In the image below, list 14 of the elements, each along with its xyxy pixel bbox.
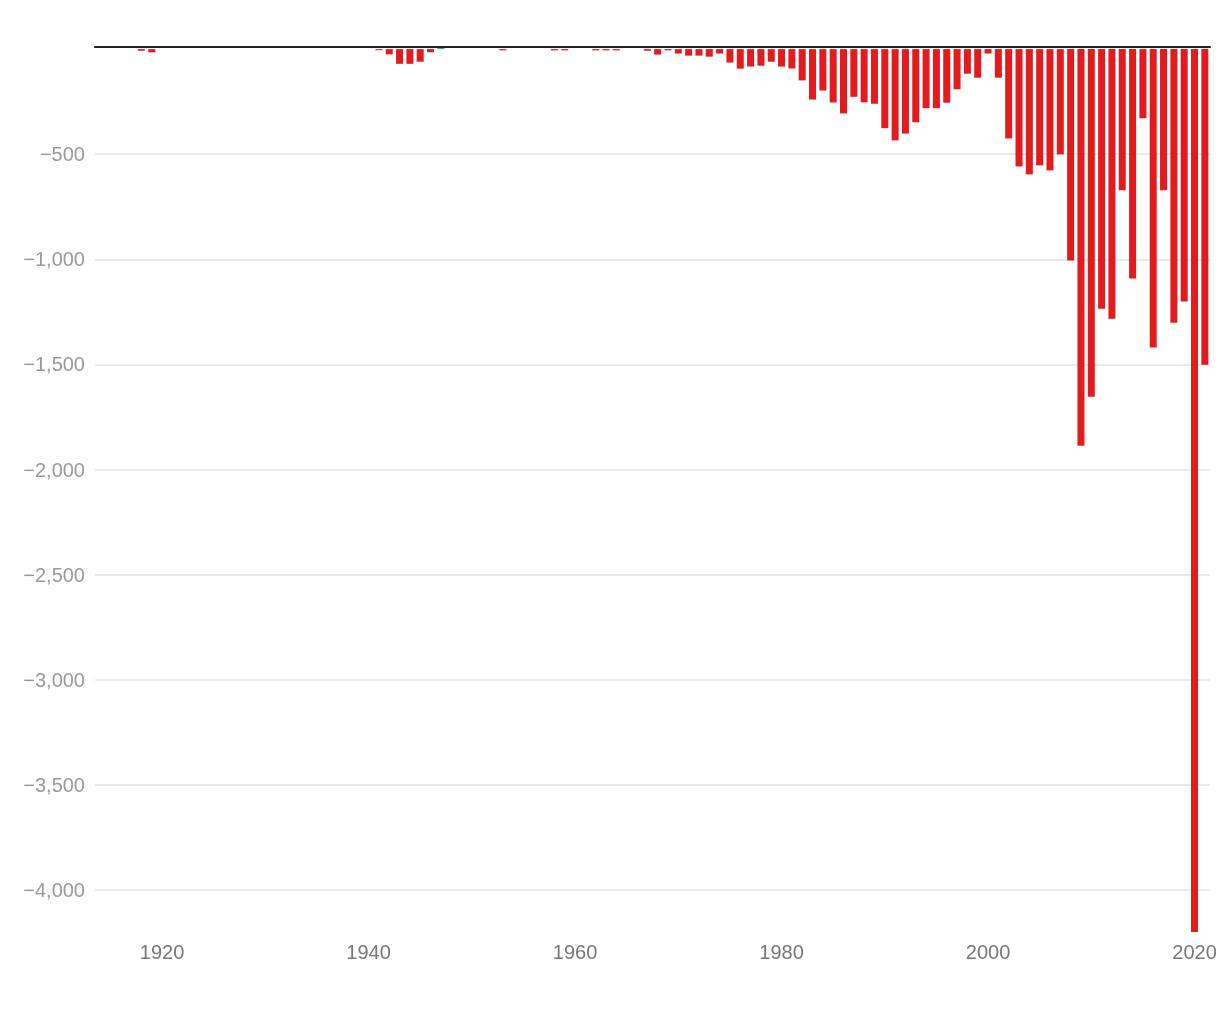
- y-tick-label: −1,000: [23, 248, 85, 271]
- y-tick-label: −3,000: [23, 668, 85, 691]
- x-tick-label: 1940: [346, 941, 391, 963]
- y-tick-label: −500: [39, 143, 85, 166]
- y-tick-label: −2,500: [23, 563, 85, 586]
- y-tick-label: −1,500: [23, 353, 85, 376]
- y-tick-label: −4,000: [23, 878, 85, 901]
- y-tick-label: −2,000: [23, 458, 85, 481]
- x-tick-label: 1920: [139, 941, 185, 963]
- x-tick-label: 2000: [965, 941, 1011, 963]
- y-tick-label: −3,500: [23, 773, 85, 796]
- x-tick-label: 1960: [552, 941, 598, 963]
- x-tick-label: 2020: [1172, 941, 1217, 963]
- x-tick-label: 1980: [759, 941, 804, 963]
